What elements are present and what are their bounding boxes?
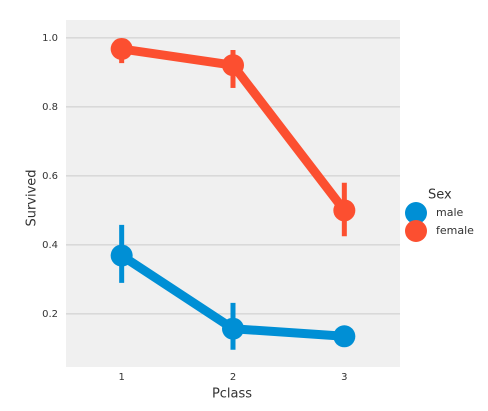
y-axis-label: Survived [25, 169, 40, 226]
y-tick-label: 0.8 [42, 102, 58, 113]
point [333, 199, 356, 222]
legend-text: female [436, 224, 474, 237]
x-axis-label: Pclass [212, 387, 252, 402]
y-tick-label: 0.4 [42, 240, 58, 251]
x-tick-label: 2 [230, 372, 236, 383]
point [110, 37, 133, 60]
point [110, 244, 133, 267]
legend-title: Sex [428, 188, 452, 203]
point [222, 317, 244, 340]
y-tick-label: 0.6 [42, 171, 58, 182]
point [333, 325, 356, 348]
legend-marker [405, 220, 427, 242]
x-tick-label: 1 [118, 372, 124, 383]
y-tick-label: 0.2 [42, 309, 58, 320]
y-tick-label: 1.0 [42, 33, 58, 44]
point [222, 54, 244, 77]
legend-marker [405, 202, 427, 224]
x-tick-label: 3 [341, 372, 347, 383]
legend-text: male [436, 206, 464, 219]
